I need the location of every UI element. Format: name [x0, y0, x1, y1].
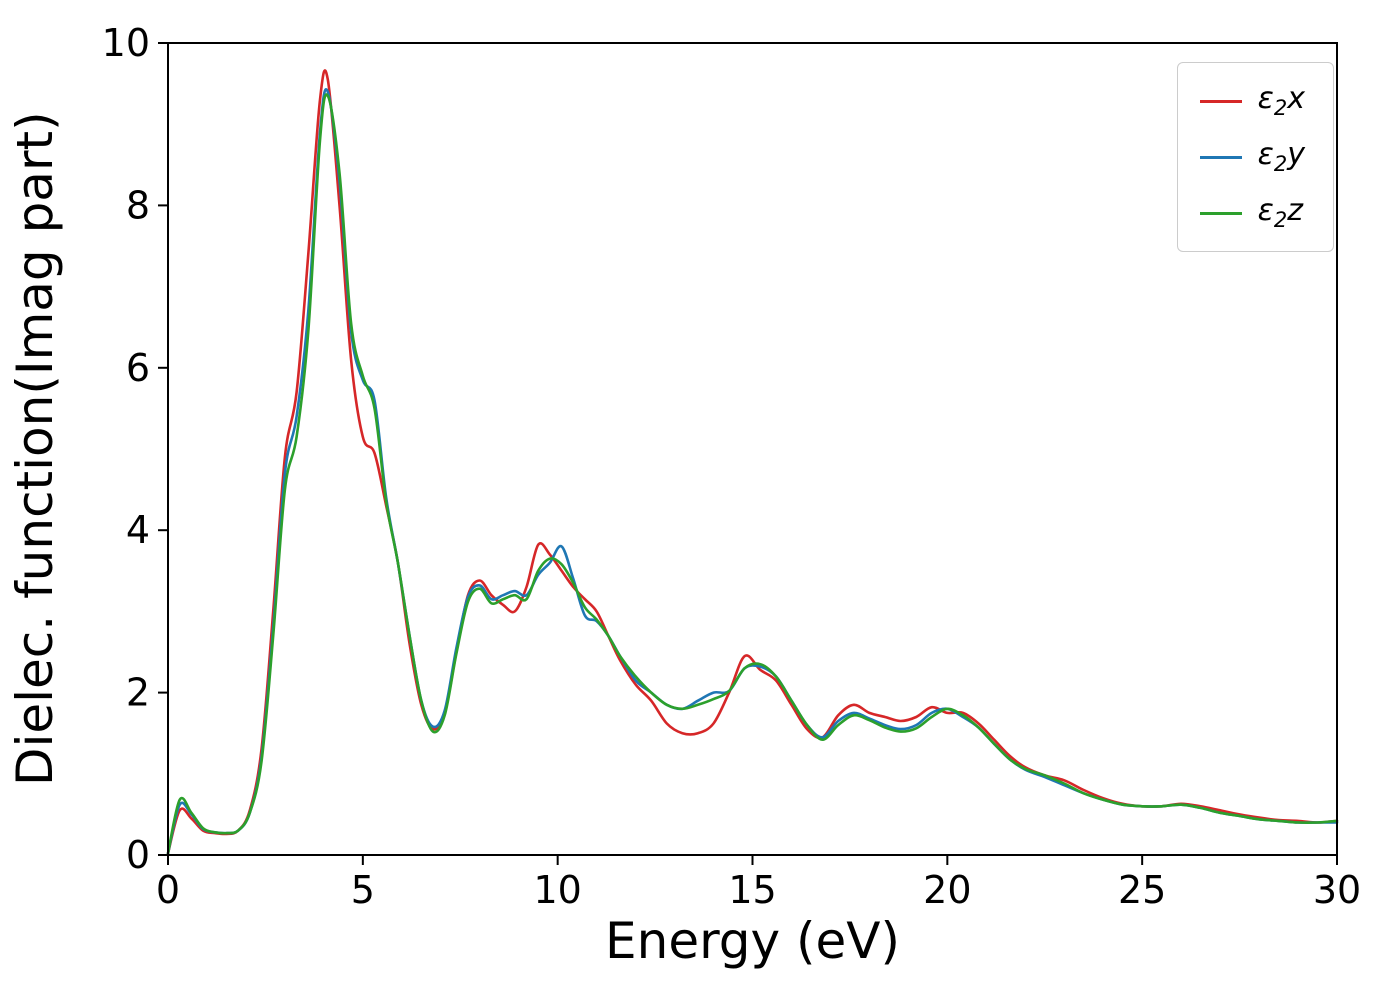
legend-entry-eps2x: ε2x: [1199, 77, 1305, 125]
y-tick-label: 6: [126, 346, 150, 390]
subscript-2: 2: [1273, 151, 1288, 176]
legend-label-eps2y: ε2y: [1257, 136, 1305, 176]
x-tick-label: 25: [1118, 868, 1166, 912]
x-axis-label: Energy (eV): [605, 912, 900, 970]
epsilon-symbol: ε: [1257, 136, 1274, 172]
y-tick-label: 10: [102, 21, 150, 65]
legend-entry-eps2y: ε2y: [1199, 133, 1305, 181]
x-tick-label: 0: [156, 868, 180, 912]
x-tick-label: 5: [351, 868, 375, 912]
legend-label-eps2z: ε2z: [1257, 192, 1303, 232]
subscript-2: 2: [1273, 95, 1288, 120]
legend-label-eps2x: ε2x: [1257, 80, 1305, 120]
y-tick-label: 2: [126, 671, 150, 715]
legend-entry-eps2z: ε2z: [1199, 189, 1305, 237]
epsilon-symbol: ε: [1257, 192, 1274, 228]
legend-line-swatch-y: [1199, 155, 1242, 159]
axis-var-z: z: [1287, 192, 1303, 228]
series-line-eps2z: [166, 93, 1339, 855]
axis-var-y: y: [1287, 136, 1305, 172]
x-tick-label: 20: [923, 868, 971, 912]
axis-var-x: x: [1287, 80, 1305, 116]
x-tick-label: 15: [728, 868, 776, 912]
legend-line-swatch-z: [1199, 211, 1242, 215]
axes-frame: [167, 42, 1338, 856]
y-tick-label: 4: [126, 508, 150, 552]
y-axis-label: Dielec. function(Imag part): [6, 111, 64, 787]
legend: ε2x ε2y ε2z: [1176, 62, 1334, 252]
legend-line-swatch-x: [1199, 99, 1242, 103]
series-line-eps2x: [166, 69, 1339, 855]
epsilon-symbol: ε: [1257, 80, 1274, 116]
x-tick-label: 10: [533, 868, 581, 912]
x-tick-label: 30: [1313, 868, 1361, 912]
y-tick-label: 8: [126, 183, 150, 227]
y-tick-label: 0: [126, 833, 150, 877]
subscript-2: 2: [1273, 207, 1288, 232]
